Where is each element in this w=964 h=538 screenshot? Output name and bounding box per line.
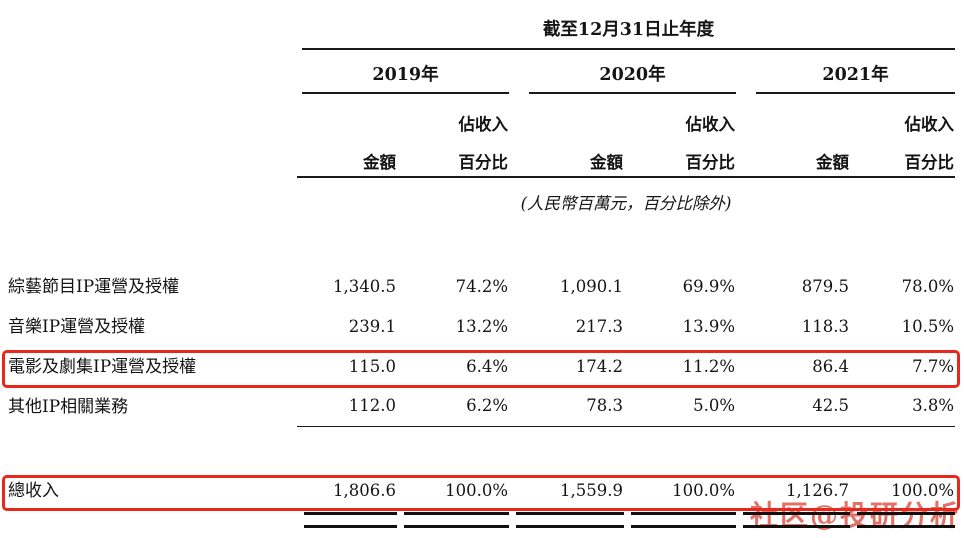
cell-2020-pct: 5.0% bbox=[624, 387, 736, 427]
double-rule bbox=[624, 512, 736, 528]
pct-header-top-2019: 佔收入 bbox=[458, 114, 509, 134]
table-header-period-row: 截至12月31日止年度 bbox=[0, 0, 955, 50]
cell-2021-amount: 1,126.7 bbox=[786, 480, 849, 500]
cell-2019-pct: 6.2% bbox=[397, 387, 509, 427]
empty-cell bbox=[0, 136, 297, 178]
cell-2019-amount: 239.1 bbox=[348, 316, 396, 336]
table-subheader-row-2: 金額 百分比 金額 百分比 金額 百分比 bbox=[0, 136, 955, 178]
year-2021-header: 2021年 bbox=[756, 61, 955, 94]
pct-header-top-2021: 佔收入 bbox=[904, 114, 955, 134]
cell-2019-amount: 112.0 bbox=[297, 387, 397, 427]
cell-2021-amount: 879.5 bbox=[801, 276, 849, 296]
cell-2021-pct: 78.0% bbox=[901, 276, 954, 296]
cell-2021-pct: 10.5% bbox=[901, 316, 954, 336]
pct-header-2020: 百分比 bbox=[624, 136, 736, 178]
double-rule bbox=[397, 512, 509, 528]
cell-2019-pct: 74.2% bbox=[455, 276, 508, 296]
cell-2020-pct: 11.2% bbox=[682, 356, 735, 376]
double-rule bbox=[297, 512, 397, 528]
cell-2020-amount: 217.3 bbox=[575, 316, 623, 336]
cell-2019-pct: 100.0% bbox=[445, 480, 508, 500]
table-row-variety-ip: 綜藝節目IP運營及授權 1,340.5 74.2% 1,090.1 69.9% … bbox=[0, 267, 955, 307]
empty-cell bbox=[0, 178, 297, 225]
cell-2019-amount: 1,806.6 bbox=[333, 480, 396, 500]
revenue-table: 截至12月31日止年度 2019年 2020年 2021年 佔收入 佔收入 佔收… bbox=[0, 0, 955, 528]
spacer-row bbox=[0, 427, 955, 473]
cell-2020-amount: 1,559.9 bbox=[560, 480, 623, 500]
table-row-music-ip: 音樂IP運營及授權 239.1 13.2% 217.3 13.9% 118.3 … bbox=[0, 307, 955, 347]
cell-2019-pct: 6.4% bbox=[466, 356, 508, 376]
year-2019-header: 2019年 bbox=[302, 61, 509, 94]
table-row-film-drama-ip: 電影及劇集IP運營及授權 115.0 6.4% 174.2 11.2% 86.4… bbox=[0, 347, 955, 387]
cell-2019-amount: 1,340.5 bbox=[333, 276, 396, 296]
cell-2020-pct: 13.9% bbox=[682, 316, 735, 336]
amount-header-2019: 金額 bbox=[297, 136, 397, 178]
unit-note: (人民幣百萬元，百分比除外) bbox=[520, 193, 732, 213]
empty-cell bbox=[0, 512, 297, 528]
row-label: 其他IP相關業務 bbox=[8, 396, 129, 417]
cell-2020-amount: 78.3 bbox=[509, 387, 624, 427]
cell-2021-amount: 42.5 bbox=[736, 387, 850, 427]
year-2020-header: 2020年 bbox=[529, 61, 736, 94]
cell-2020-pct: 100.0% bbox=[672, 480, 735, 500]
cell-2020-pct: 69.9% bbox=[682, 276, 735, 296]
table-row-other-ip: 其他IP相關業務 112.0 6.2% 78.3 5.0% 42.5 3.8% bbox=[0, 387, 955, 427]
table-row-total-revenue: 總收入 1,806.6 100.0% 1,559.9 100.0% 1,126.… bbox=[0, 473, 955, 509]
period-header-cell: 截至12月31日止年度 bbox=[297, 0, 955, 50]
cell-2021-amount: 86.4 bbox=[812, 356, 849, 376]
row-label: 電影及劇集IP運營及授權 bbox=[8, 356, 197, 377]
cell-2021-pct: 7.7% bbox=[912, 356, 954, 376]
cell-2019-pct: 13.2% bbox=[455, 316, 508, 336]
empty-cell bbox=[0, 0, 297, 50]
table-subheader-row-1: 佔收入 佔收入 佔收入 bbox=[0, 94, 955, 136]
double-rule bbox=[509, 512, 624, 528]
year-2020-cell: 2020年 bbox=[509, 50, 736, 94]
amount-header-2021: 金額 bbox=[736, 136, 850, 178]
row-label: 綜藝節目IP運營及授權 bbox=[8, 276, 180, 297]
year-2021-cell: 2021年 bbox=[736, 50, 955, 94]
double-rule bbox=[850, 512, 955, 528]
unit-note-row: (人民幣百萬元，百分比除外) bbox=[0, 178, 955, 225]
pct-header-2019: 百分比 bbox=[397, 136, 509, 178]
row-label: 音樂IP運營及授權 bbox=[8, 316, 146, 337]
double-rule bbox=[736, 512, 850, 528]
pct-header-2021: 百分比 bbox=[850, 136, 955, 178]
year-2019-cell: 2019年 bbox=[297, 50, 509, 94]
spacer-row bbox=[0, 225, 955, 267]
cell-2021-amount: 118.3 bbox=[801, 316, 849, 336]
cell-2020-amount: 174.2 bbox=[575, 356, 623, 376]
period-header: 截至12月31日止年度 bbox=[302, 16, 955, 50]
table-header-years-row: 2019年 2020年 2021年 bbox=[0, 50, 955, 94]
pct-header-top-2020: 佔收入 bbox=[685, 114, 736, 134]
empty-cell bbox=[0, 50, 297, 94]
cell-2020-amount: 1,090.1 bbox=[560, 276, 623, 296]
total-double-rule-row bbox=[0, 512, 955, 528]
cell-2021-pct: 3.8% bbox=[850, 387, 955, 427]
row-label: 總收入 bbox=[8, 480, 59, 501]
cell-2021-pct: 100.0% bbox=[891, 480, 954, 500]
cell-2019-amount: 115.0 bbox=[348, 356, 396, 376]
amount-header-2020: 金額 bbox=[509, 136, 624, 178]
